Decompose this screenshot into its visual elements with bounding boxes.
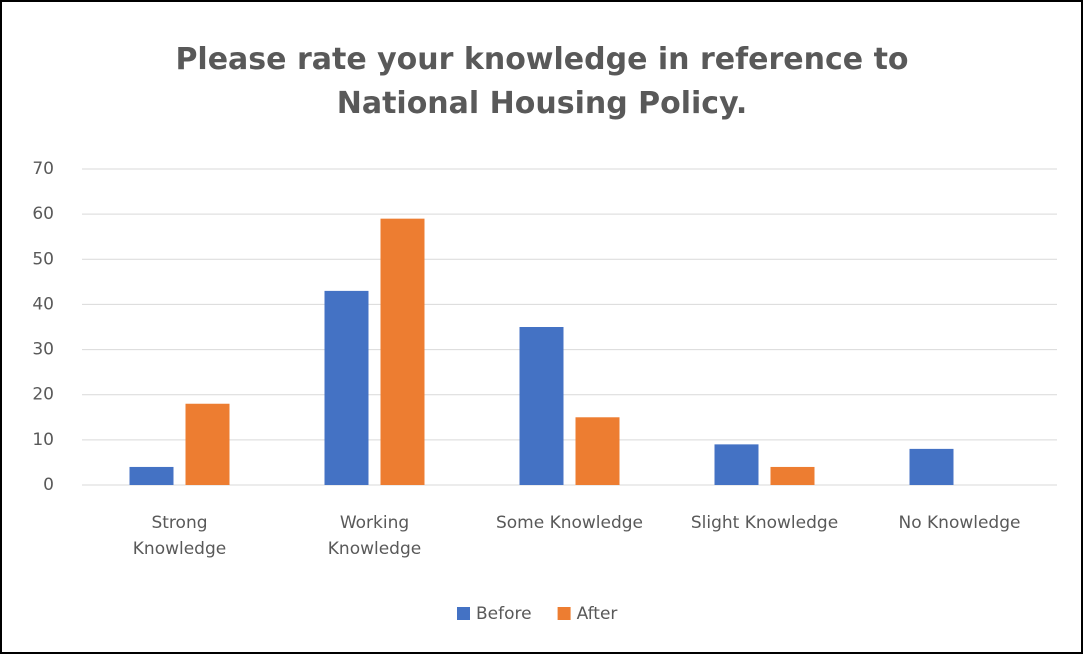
bar	[714, 444, 759, 485]
y-tick-label: 10	[32, 430, 54, 450]
y-tick-label: 20	[32, 385, 54, 405]
x-tick-label: Some Knowledge	[495, 513, 644, 533]
legend-swatch	[457, 607, 470, 620]
y-tick-label: 60	[32, 204, 54, 224]
x-tick-label: Strong Knowledge	[132, 513, 227, 559]
bar	[575, 417, 620, 485]
chart-title: Please rate your knowledge in reference …	[175, 42, 909, 121]
x-tick-label: Slight Knowledge	[690, 513, 839, 533]
y-tick-label: 0	[43, 475, 54, 495]
y-tick-label: 50	[32, 249, 54, 269]
bar	[129, 466, 174, 485]
bar	[770, 466, 815, 485]
x-tick-label: No Knowledge	[898, 513, 1021, 533]
y-tick-label: 30	[32, 340, 54, 360]
y-tick-label: 40	[32, 294, 54, 314]
legend-label: Before	[476, 604, 532, 624]
legend-swatch	[557, 607, 571, 620]
bar	[185, 403, 230, 485]
bar	[380, 218, 425, 485]
bar	[324, 290, 369, 485]
bar	[519, 327, 564, 485]
legend-label: After	[577, 604, 618, 624]
x-tick-label: Working Knowledge	[327, 513, 422, 559]
y-tick-label: 70	[32, 159, 54, 179]
bar	[909, 448, 954, 485]
